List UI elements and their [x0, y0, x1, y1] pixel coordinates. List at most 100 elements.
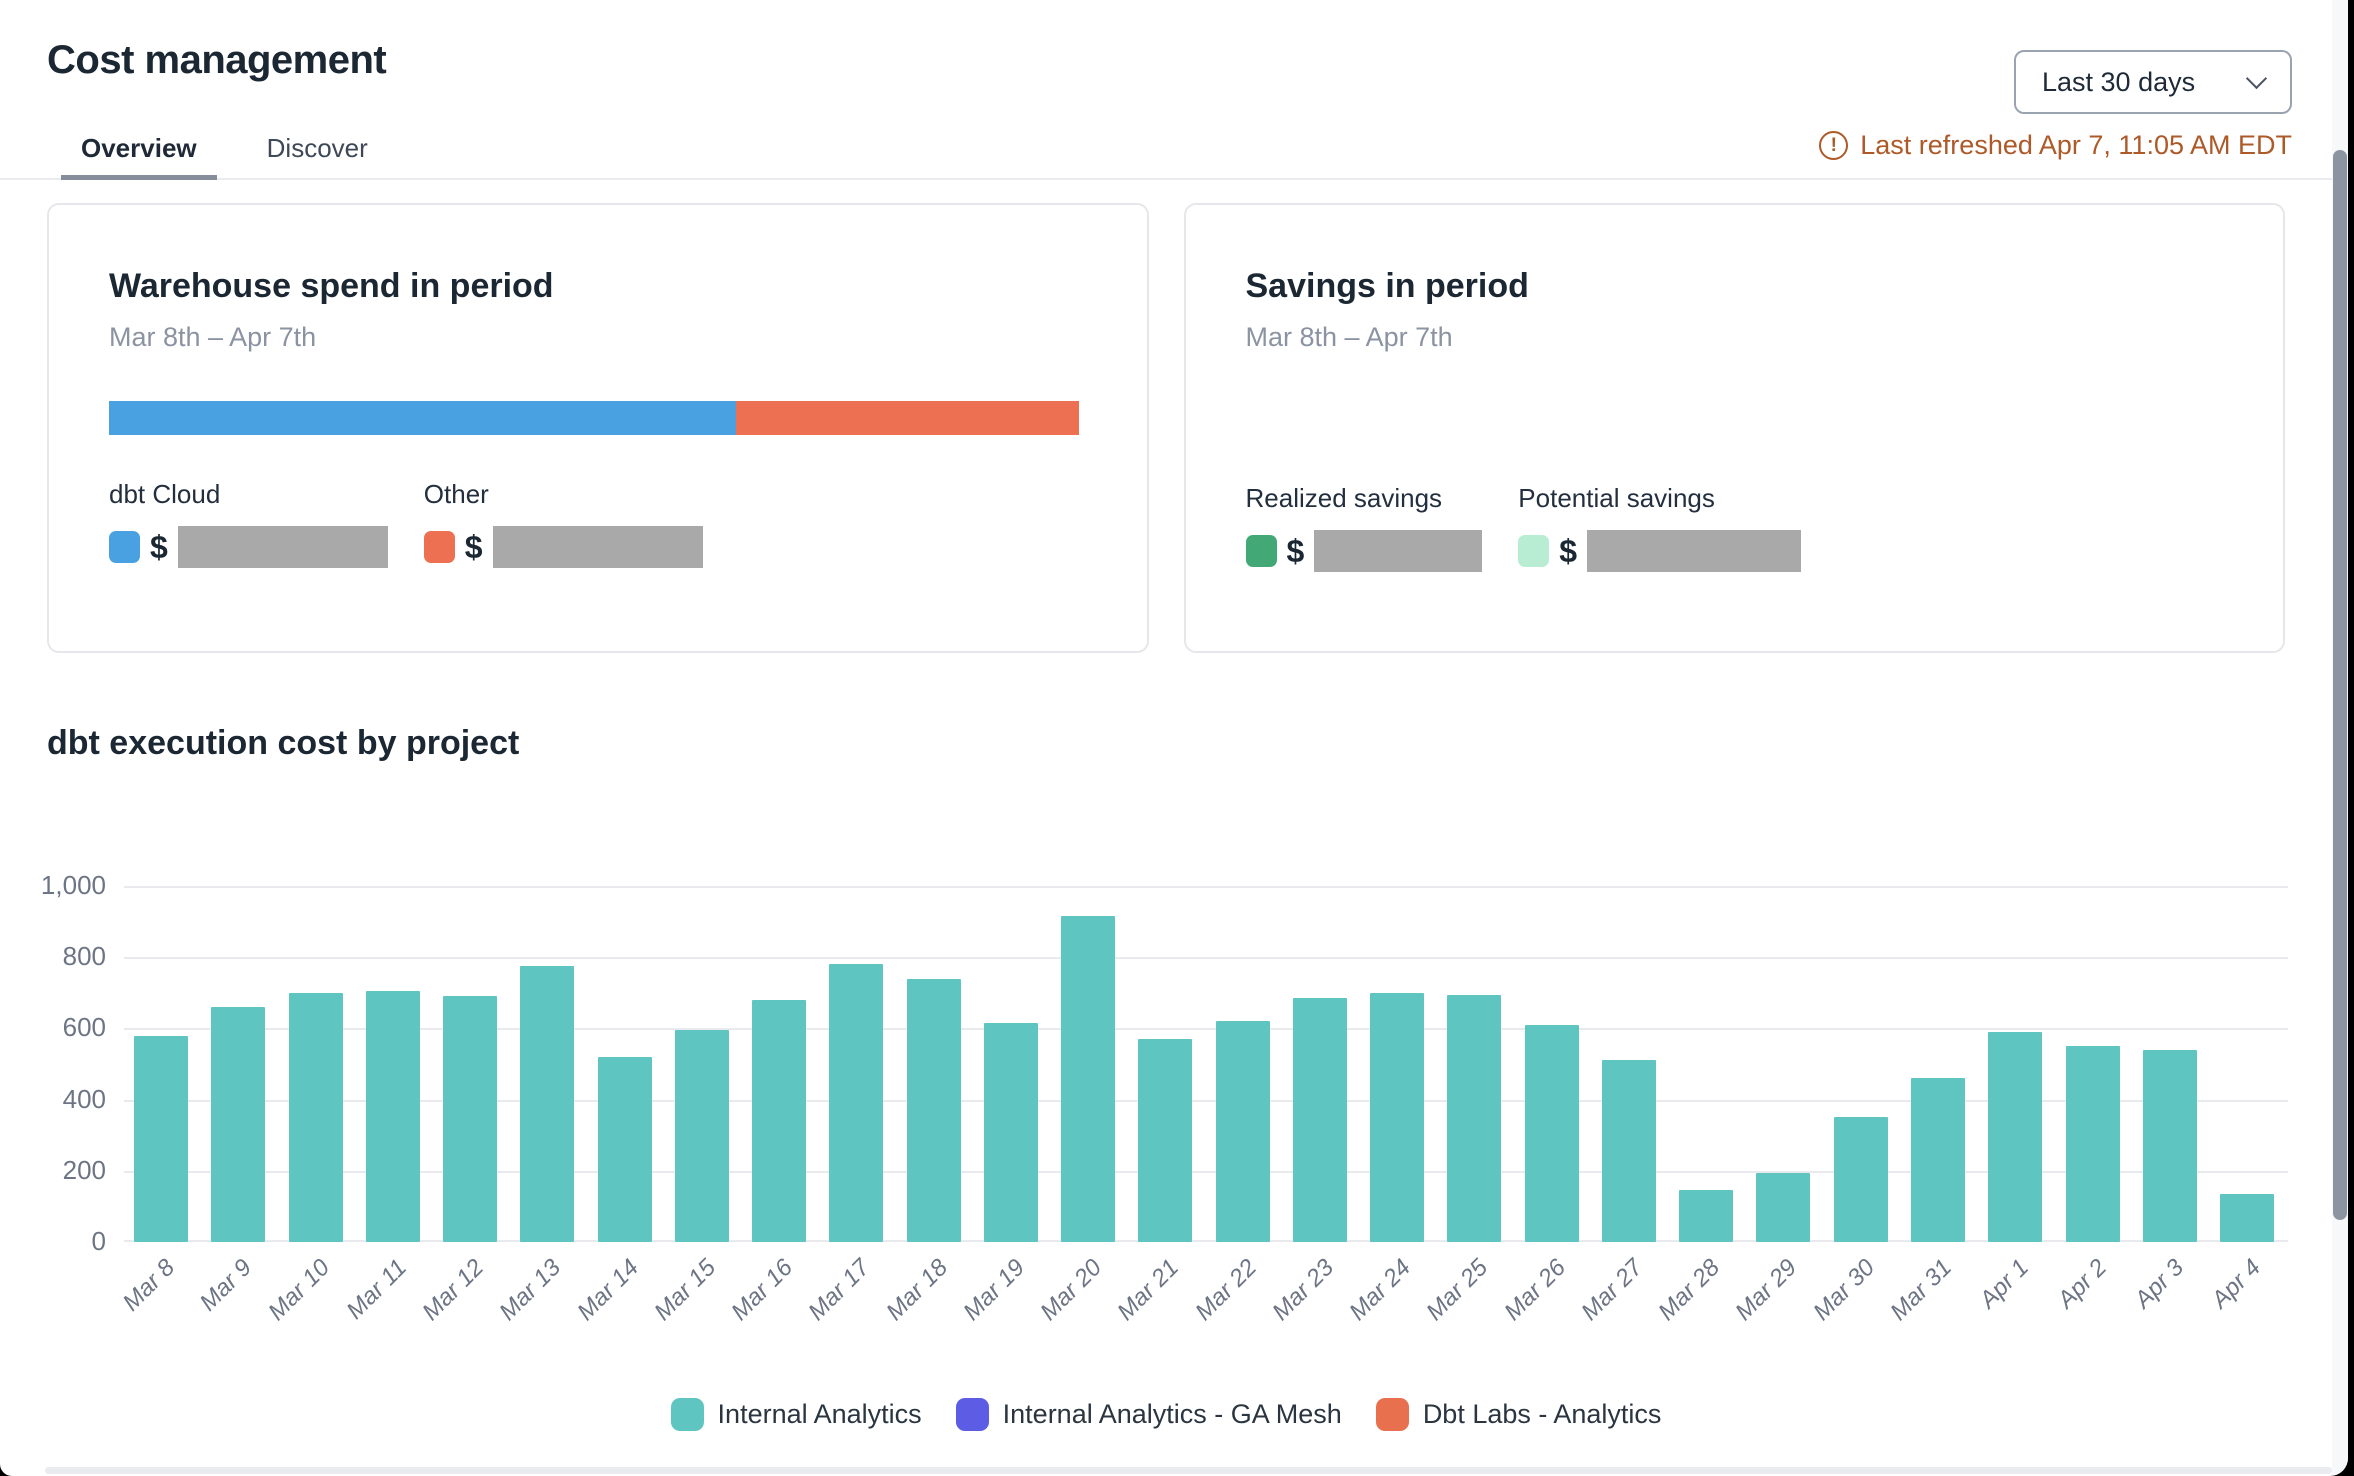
bar-mar-11[interactable] [365, 991, 420, 1242]
bar-mar-21[interactable] [1138, 1039, 1193, 1242]
legend-label: Internal Analytics [717, 1399, 922, 1429]
bar-mar-31[interactable] [1910, 1078, 1965, 1242]
bar-mar-29[interactable] [1756, 1173, 1811, 1242]
kpi-potential-savings: Potential savings $ [1518, 483, 1802, 572]
x-tick-label: Mar 26 [1498, 1254, 1571, 1326]
bar-mar-15[interactable] [674, 1030, 729, 1242]
kpi-value: $ [1245, 530, 1483, 572]
bar-mar-28[interactable] [1679, 1190, 1734, 1242]
chart-legend: Internal Analytics Internal Analytics - … [0, 1398, 2332, 1431]
bar-mar-20[interactable] [1061, 916, 1116, 1242]
x-tick-label: Apr 2 [2051, 1254, 2112, 1314]
bar-mar-10[interactable] [288, 993, 343, 1242]
x-tick-label: Mar 10 [262, 1254, 335, 1326]
bar-mar-18[interactable] [906, 979, 961, 1242]
savings-legend: Realized savings $ Potential savings $ [1245, 483, 2224, 572]
x-tick-label: Mar 11 [341, 1254, 412, 1325]
x-tick-label: Mar 20 [1035, 1254, 1108, 1326]
other-swatch-icon [423, 531, 455, 563]
redacted-value [177, 526, 388, 568]
x-tick-label: Mar 24 [1344, 1254, 1417, 1326]
x-tick-label: Mar 29 [1730, 1254, 1803, 1326]
spend-legend: dbt Cloud $ Other $ [109, 479, 1087, 568]
y-tick-label: 1,000 [40, 870, 106, 900]
potential-savings-swatch-icon [1518, 535, 1550, 567]
x-tick-label: Mar 14 [571, 1254, 644, 1326]
x-tick-label: Mar 28 [1653, 1254, 1726, 1326]
bar-mar-24[interactable] [1370, 993, 1425, 1242]
bar-mar-23[interactable] [1292, 998, 1347, 1242]
chart-title: dbt execution cost by project [47, 724, 520, 762]
last-refreshed-text: Last refreshed Apr 7, 11:05 AM EDT [1860, 130, 2292, 160]
vertical-scrollbar-thumb[interactable] [2333, 150, 2347, 1220]
page-title: Cost management [47, 38, 387, 82]
x-tick-label: Mar 22 [1189, 1254, 1262, 1326]
bar-mar-8[interactable] [134, 1036, 188, 1242]
warehouse-spend-card: Warehouse spend in period Mar 8th – Apr … [47, 203, 1149, 653]
gridline [124, 1240, 2288, 1242]
spend-segment-dbt-cloud[interactable] [109, 401, 736, 435]
bar-apr-1[interactable] [1988, 1032, 2043, 1242]
card-period: Mar 8th – Apr 7th [1245, 322, 1453, 352]
bar-mar-14[interactable] [597, 1057, 652, 1242]
tab-overview[interactable]: Overview [61, 118, 217, 180]
y-tick-label: 600 [62, 1012, 106, 1043]
bar-mar-13[interactable] [520, 966, 575, 1242]
tab-discover[interactable]: Discover [266, 132, 368, 163]
redacted-value [492, 526, 703, 568]
x-tick-label: Mar 18 [880, 1254, 953, 1326]
realized-savings-swatch-icon [1245, 535, 1277, 567]
legend-item-ga-mesh[interactable]: Internal Analytics - GA Mesh [955, 1398, 1342, 1431]
last-refreshed-status: ! Last refreshed Apr 7, 11:05 AM EDT [1819, 130, 2292, 161]
currency-symbol: $ [1286, 532, 1305, 569]
bar-apr-2[interactable] [2065, 1046, 2120, 1242]
x-tick-label: Mar 15 [648, 1254, 721, 1326]
kpi-value: $ [423, 526, 703, 568]
x-tick-label: Mar 19 [958, 1254, 1030, 1326]
redacted-value [1314, 530, 1483, 572]
period-selector-dropdown[interactable]: Last 30 days [2014, 50, 2292, 114]
savings-card: Savings in period Mar 8th – Apr 7th Real… [1183, 203, 2285, 653]
legend-item-dbt-labs-analytics[interactable]: Dbt Labs - Analytics [1375, 1398, 1661, 1431]
bar-mar-25[interactable] [1447, 995, 1502, 1242]
bar-apr-4[interactable] [2220, 1194, 2275, 1242]
x-tick-label: Mar 13 [494, 1254, 567, 1326]
vertical-scrollbar-track[interactable] [2332, 0, 2348, 1476]
gridline [124, 1099, 2288, 1102]
bar-mar-26[interactable] [1524, 1025, 1579, 1242]
horizontal-scrollbar[interactable] [45, 1467, 2332, 1474]
x-tick-label: Apr 3 [2129, 1254, 2189, 1314]
bar-mar-12[interactable] [443, 996, 498, 1242]
dbt-cloud-swatch-icon [109, 531, 140, 563]
plot-area [124, 886, 2288, 1242]
redacted-value [1587, 530, 1802, 572]
period-selector-value: Last 30 days [2042, 66, 2196, 97]
bar-mar-9[interactable] [211, 1007, 266, 1242]
bar-mar-30[interactable] [1833, 1117, 1888, 1242]
legend-label: Internal Analytics - GA Mesh [1002, 1399, 1342, 1429]
chevron-down-icon [2245, 67, 2268, 90]
bar-apr-3[interactable] [2142, 1050, 2197, 1242]
y-tick-label: 800 [62, 941, 106, 972]
legend-item-internal-analytics[interactable]: Internal Analytics [670, 1398, 922, 1431]
x-tick-label: Mar 23 [1267, 1254, 1339, 1326]
spend-segment-other[interactable] [735, 401, 1079, 435]
bar-mar-22[interactable] [1215, 1021, 1270, 1242]
y-tick-label: 400 [62, 1083, 106, 1114]
x-tick-label: Apr 1 [1974, 1254, 2035, 1314]
kpi-realized-savings: Realized savings $ [1245, 483, 1483, 572]
card-title: Savings in period [1245, 267, 1529, 305]
x-tick-label: Mar 31 [1885, 1254, 1958, 1326]
dbt-labs-analytics-swatch-icon [1375, 1398, 1409, 1431]
currency-symbol: $ [150, 528, 168, 565]
y-tick-label: 200 [62, 1154, 106, 1185]
alert-circle-icon: ! [1819, 131, 1849, 160]
bar-mar-17[interactable] [829, 964, 884, 1242]
gridline [124, 886, 2288, 888]
x-tick-label: Apr 4 [2206, 1254, 2267, 1314]
bar-mar-19[interactable] [983, 1023, 1038, 1242]
bar-mar-16[interactable] [752, 1000, 807, 1242]
summary-cards-row: Warehouse spend in period Mar 8th – Apr … [47, 203, 2285, 653]
bar-mar-27[interactable] [1601, 1060, 1656, 1242]
gridline [124, 1028, 2288, 1031]
